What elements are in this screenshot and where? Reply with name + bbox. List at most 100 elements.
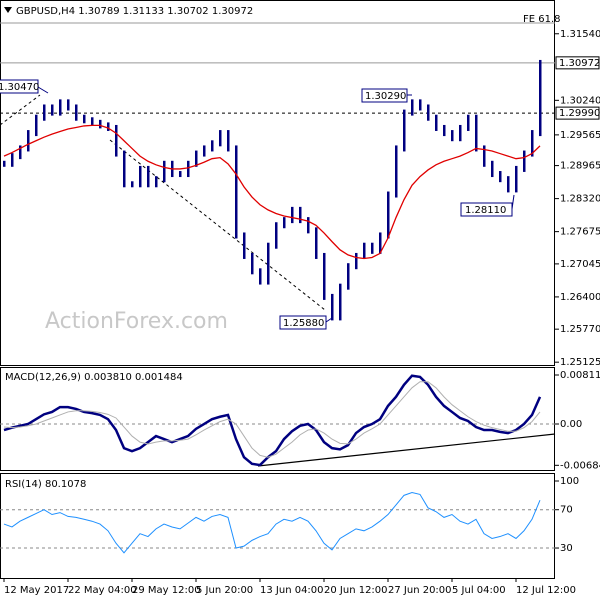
candle bbox=[67, 99, 70, 111]
y-tick-label: 1.31540 bbox=[560, 29, 600, 40]
candle bbox=[411, 99, 414, 116]
candle bbox=[419, 99, 422, 111]
candle bbox=[331, 293, 334, 321]
annotation-label: 1.30290 bbox=[365, 91, 406, 102]
candle bbox=[179, 171, 182, 178]
candle bbox=[467, 114, 470, 131]
annotation: 1.30470 bbox=[0, 79, 49, 94]
y-tick-label: 70 bbox=[560, 505, 573, 516]
y-tick-label: 1.30240 bbox=[560, 95, 600, 106]
candle bbox=[379, 232, 382, 254]
rsi-panel bbox=[0, 473, 555, 579]
y-tick-label: 1.26400 bbox=[560, 292, 600, 303]
candle bbox=[99, 119, 102, 129]
header-arrow bbox=[4, 7, 12, 13]
macd-trendline bbox=[257, 433, 556, 467]
candle bbox=[515, 165, 518, 193]
candle bbox=[147, 165, 150, 188]
trend-dashed bbox=[109, 139, 326, 311]
candle bbox=[107, 122, 110, 131]
candle bbox=[275, 222, 278, 249]
candle bbox=[523, 150, 526, 172]
candle bbox=[347, 263, 350, 290]
candle bbox=[435, 114, 438, 131]
candle bbox=[475, 114, 478, 152]
annotation-label: 1.30470 bbox=[0, 82, 39, 93]
candle bbox=[427, 104, 430, 121]
candle bbox=[203, 145, 206, 157]
candle bbox=[291, 206, 294, 224]
x-tick-label: 12 May 2017 bbox=[4, 585, 69, 596]
candle bbox=[283, 217, 286, 229]
x-tick-label: 5 Jun 20:00 bbox=[196, 585, 253, 596]
candle bbox=[219, 130, 222, 147]
series-line bbox=[3, 491, 541, 554]
candle bbox=[131, 181, 134, 188]
macd-panel bbox=[0, 367, 555, 471]
candle bbox=[459, 124, 462, 142]
candle bbox=[35, 114, 38, 137]
level-label: 1.30972 bbox=[559, 58, 600, 69]
candle bbox=[371, 242, 374, 254]
level-label: 1.29990 bbox=[559, 108, 600, 119]
candle bbox=[3, 160, 6, 167]
candle bbox=[51, 104, 54, 116]
candle bbox=[195, 150, 198, 167]
candle bbox=[315, 227, 318, 259]
y-tick-label: 1.25770 bbox=[560, 324, 600, 335]
candle bbox=[139, 165, 142, 188]
candle bbox=[395, 145, 398, 198]
trend-dashed bbox=[0, 94, 41, 126]
candle bbox=[307, 217, 310, 234]
candle bbox=[187, 160, 190, 178]
candle bbox=[323, 252, 326, 300]
y-tick-label: 1.28320 bbox=[560, 194, 600, 205]
candle bbox=[27, 130, 30, 152]
candle bbox=[355, 252, 358, 270]
candle bbox=[387, 191, 390, 239]
candle bbox=[507, 176, 510, 193]
level-box bbox=[555, 56, 600, 70]
macd-title: MACD(12,26,9) 0.003810 0.001484 bbox=[5, 372, 183, 383]
candle bbox=[531, 130, 534, 157]
candle bbox=[339, 283, 342, 321]
annotation-label: 1.28110 bbox=[465, 205, 506, 216]
y-tick-label: -0.006844 bbox=[560, 460, 600, 471]
series-line bbox=[3, 381, 541, 458]
candle bbox=[227, 130, 230, 152]
candle bbox=[299, 206, 302, 224]
annotation: 1.30290 bbox=[361, 88, 412, 103]
annotation: 1.28110 bbox=[460, 194, 515, 217]
candle bbox=[363, 242, 366, 259]
level-box bbox=[555, 106, 600, 120]
x-tick-label: 20 Jun 12:00 bbox=[324, 585, 388, 596]
candle bbox=[251, 252, 254, 275]
x-tick-label: 12 Jul 12:00 bbox=[516, 585, 576, 596]
candle bbox=[11, 153, 14, 167]
y-tick-label: 1.25125 bbox=[560, 357, 600, 368]
y-tick-label: 0.008118 bbox=[560, 370, 600, 381]
level-label: FE 61.8 bbox=[523, 14, 561, 25]
candle bbox=[499, 171, 502, 183]
candle bbox=[43, 104, 46, 121]
price-header: GBPUSD,H4 1.30789 1.31133 1.30702 1.3097… bbox=[16, 6, 253, 17]
x-tick-label: 5 Jul 04:00 bbox=[452, 585, 506, 596]
y-tick-label: 0.00 bbox=[560, 419, 582, 430]
candle bbox=[539, 59, 542, 137]
series-line bbox=[3, 374, 542, 467]
y-tick-label: 1.27045 bbox=[560, 259, 600, 270]
x-tick-label: 27 Jun 20:00 bbox=[388, 585, 452, 596]
rsi-title: RSI(14) 80.1078 bbox=[5, 479, 86, 490]
candle bbox=[235, 145, 238, 239]
candle bbox=[443, 124, 446, 137]
candle bbox=[83, 114, 86, 124]
candle bbox=[19, 145, 22, 160]
y-tick-label: 100 bbox=[560, 476, 579, 487]
x-tick-label: 29 May 12:00 bbox=[132, 585, 201, 596]
candle bbox=[75, 104, 78, 121]
series-line bbox=[3, 124, 541, 260]
candle bbox=[451, 130, 454, 142]
candle bbox=[115, 124, 118, 157]
candle bbox=[267, 242, 270, 285]
